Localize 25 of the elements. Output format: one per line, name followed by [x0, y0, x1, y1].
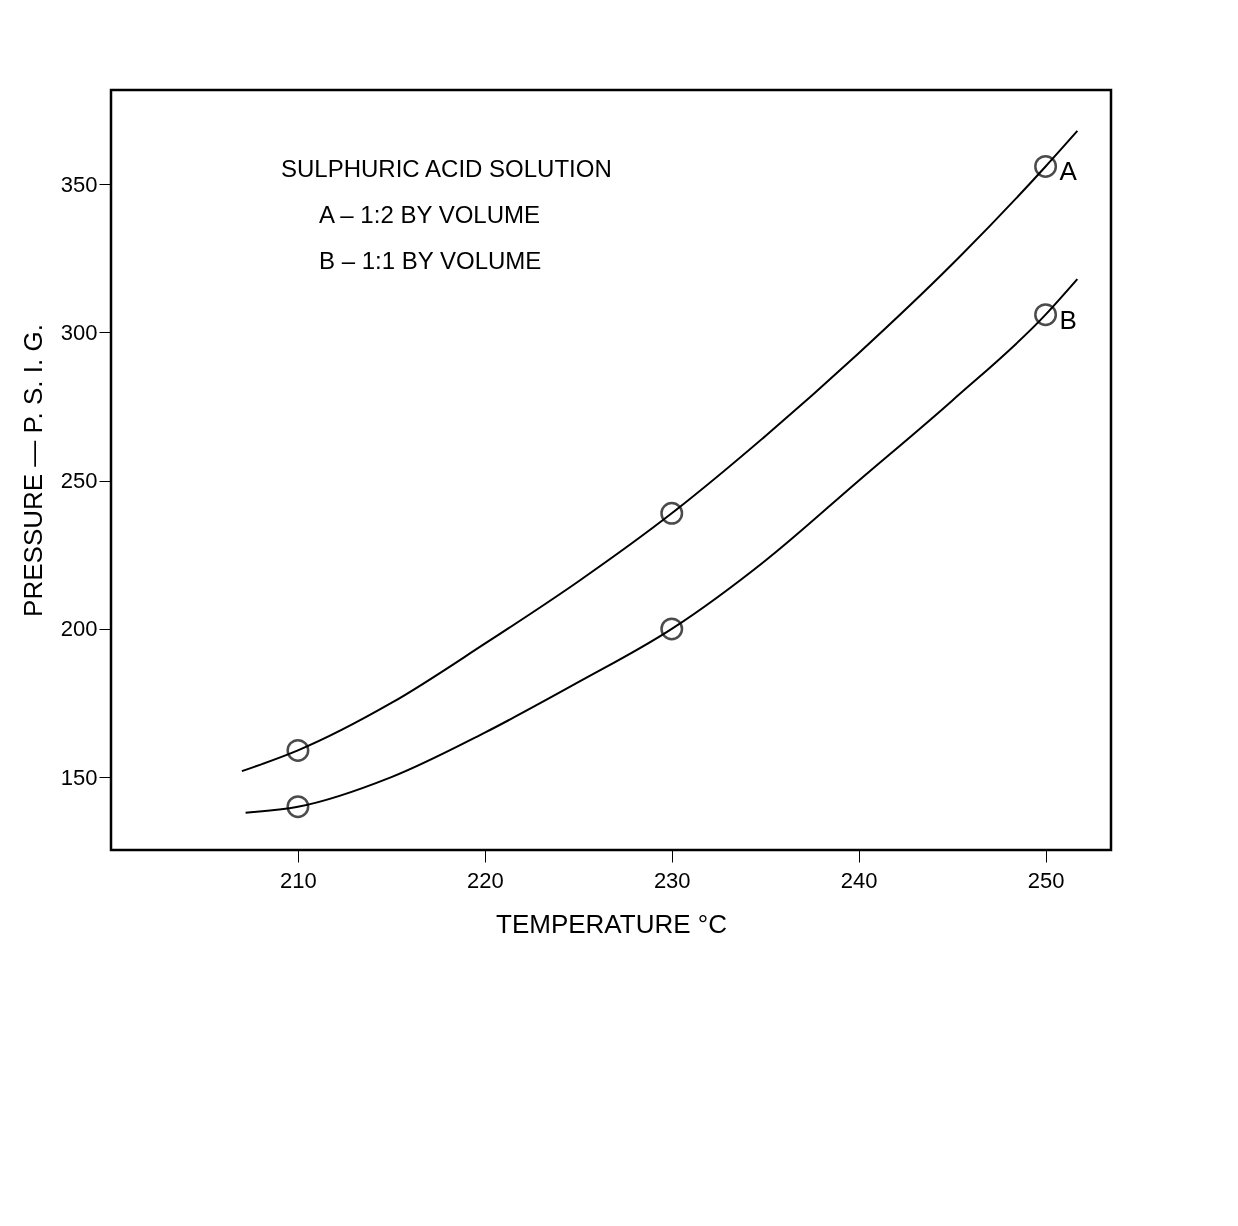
x-tick-label: 210 [280, 867, 317, 893]
line-series [240, 129, 1079, 773]
point [286, 795, 310, 819]
series-label: B [1059, 304, 1077, 335]
y-tick-label: 300 [60, 319, 98, 345]
annotation: B – 1:1 BY VOLUME [319, 247, 542, 274]
point [660, 617, 684, 641]
series-label: A [1059, 156, 1078, 187]
y-tick-label: 350 [60, 171, 98, 197]
y-tick-label: 150 [60, 764, 98, 790]
x-tick-label: 230 [653, 867, 691, 893]
point [660, 501, 684, 525]
x-tick-label: 250 [1027, 867, 1065, 893]
y-tick-label: 200 [60, 616, 98, 642]
annotation: A – 1:2 BY VOLUME [319, 201, 541, 228]
y-tick-label: 250 [60, 468, 98, 494]
point [286, 738, 310, 762]
x-tick-label: 220 [466, 867, 504, 893]
x-tick-label: 240 [840, 867, 878, 893]
line-series [244, 278, 1079, 814]
point [1034, 303, 1058, 327]
annotation: SULPHURIC ACID SOLUTION [281, 155, 612, 182]
y-axis-title: PRESSURE — P. S. I. G. [17, 324, 48, 617]
x-axis-title: TEMPERATURE °C [496, 908, 727, 939]
point [1034, 155, 1058, 178]
